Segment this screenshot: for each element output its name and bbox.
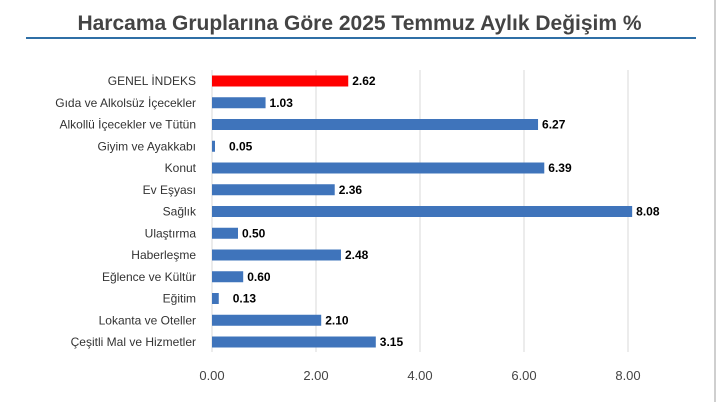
category-label: Eğlence ve Kültür	[102, 270, 196, 284]
category-label: Haberleşme	[131, 248, 196, 262]
value-label: 2.36	[339, 183, 363, 197]
frame-right-border	[714, 0, 716, 402]
bar	[212, 140, 215, 152]
x-tick-label: 6.00	[511, 368, 536, 383]
category-label: Gıda ve Alkolsüz İçecekler	[55, 96, 196, 110]
category-label: Giyim ve Ayakkabı	[98, 139, 196, 153]
x-tick-label: 0.00	[199, 368, 224, 383]
bar	[212, 206, 633, 217]
value-label: 2.48	[345, 248, 369, 262]
value-label: 8.08	[636, 205, 660, 219]
labels: 0.00 2.00 4.00 6.00 8.00 GENEL İNDEKS 2.62 Gıda…	[55, 74, 660, 383]
value-label: 0.60	[247, 270, 271, 284]
bar	[212, 162, 545, 174]
category-label: Ev Eşyası	[143, 183, 196, 197]
bar	[212, 75, 349, 87]
bar	[212, 184, 335, 196]
category-label: Çeşitli Mal ve Hizmetler	[71, 335, 196, 349]
category-label: GENEL İNDEKS	[108, 74, 196, 88]
title-underline	[26, 37, 696, 39]
x-tick-label: 8.00	[615, 368, 640, 383]
bar	[212, 336, 376, 348]
value-label: 2.62	[352, 74, 376, 88]
bar	[212, 119, 539, 130]
category-label: Konut	[165, 161, 197, 175]
bar	[212, 293, 219, 304]
value-label: 1.03	[270, 96, 294, 110]
value-label: 3.15	[380, 335, 404, 349]
x-tick-label: 2.00	[303, 368, 328, 383]
category-label: Lokanta ve Oteller	[99, 313, 196, 327]
category-label: Eğitim	[163, 292, 196, 306]
bars	[212, 75, 633, 348]
bar	[212, 314, 322, 326]
category-label: Ulaştırma	[145, 226, 197, 240]
value-label: 0.50	[242, 226, 266, 240]
value-label: 2.10	[325, 313, 349, 327]
value-label: 6.27	[542, 118, 566, 132]
bar	[212, 271, 244, 283]
bar	[212, 227, 238, 239]
bar	[212, 97, 266, 109]
value-label: 0.13	[233, 292, 257, 306]
value-label: 0.05	[229, 139, 253, 153]
chart-title: Harcama Gruplarına Göre 2025 Temmuz Aylı…	[77, 12, 642, 35]
x-tick-label: 4.00	[407, 368, 432, 383]
value-label: 6.39	[548, 161, 572, 175]
category-label: Sağlık	[163, 205, 197, 219]
bar	[212, 249, 341, 261]
category-label: Alkollü İçecekler ve Tütün	[59, 118, 196, 132]
